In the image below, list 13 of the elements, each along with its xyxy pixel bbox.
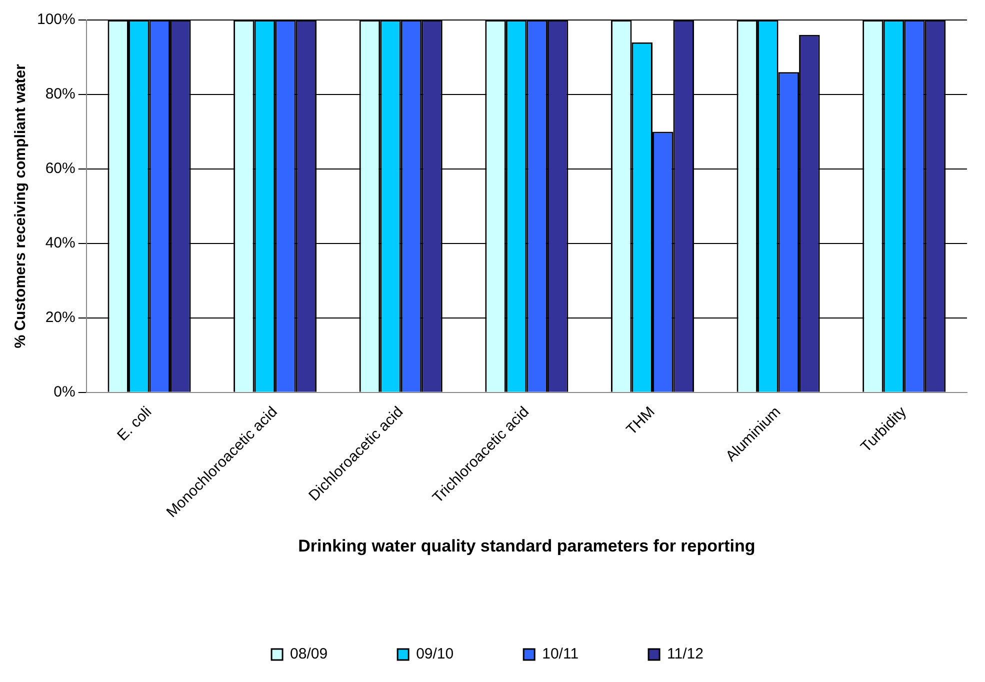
legend-label: 10/11: [542, 646, 579, 663]
y-tick-label: 80%: [45, 86, 76, 103]
y-tick-label: 20%: [45, 309, 76, 326]
y-tick-label: 60%: [45, 160, 76, 178]
legend-label: 08/09: [290, 646, 328, 663]
y-tick-label: 100%: [36, 11, 76, 28]
x-tick-label: E. coli: [114, 403, 156, 444]
legend-label: 09/10: [416, 646, 454, 663]
y-tick-label: 0%: [54, 383, 76, 400]
y-tick-label: 40%: [45, 234, 76, 252]
legend-label: 11/12: [667, 646, 704, 663]
x-axis-title: Drinking water quality standard parameters for reporting: [298, 536, 756, 556]
y-axis-title: % Customers receiving compliant water: [12, 64, 30, 348]
